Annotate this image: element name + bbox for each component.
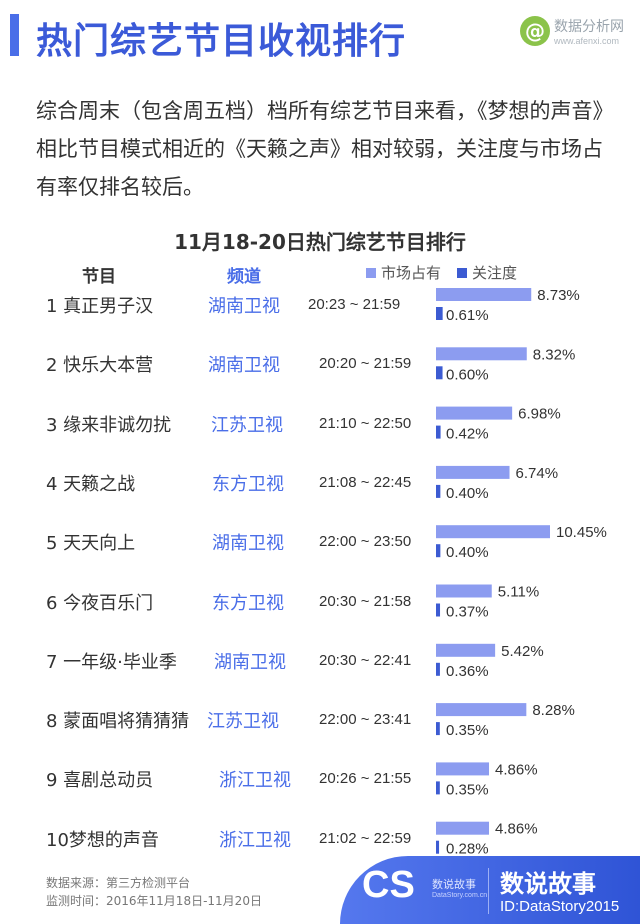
legend-swatch-share	[366, 267, 376, 278]
time-slot: 20:23 ~ 21:59	[308, 296, 401, 313]
time-slot: 21:08 ~ 22:45	[319, 473, 412, 491]
brand-small-name: 数说故事	[432, 878, 476, 891]
program-name: 4 天籁之战	[46, 473, 136, 495]
time-slot: 21:10 ~ 22:50	[319, 414, 412, 432]
table-row: 1 真正男子汉 湖南卫视 20:23 ~ 21:59	[0, 288, 640, 346]
channel-name: 浙江卫视	[219, 829, 291, 851]
table-row: 8 蒙面唱将猜猜猜 江苏卫视 22:00 ~ 23:41	[0, 703, 640, 761]
table-row: 6 今夜百乐门 东方卫视 20:30 ~ 21:58	[0, 585, 640, 643]
brand-id: ID:DataStory2015	[500, 898, 620, 915]
program-name: 10梦想的声音	[46, 829, 159, 851]
channel-name: 湖南卫视	[214, 651, 286, 673]
table-row: 9 喜剧总动员 浙江卫视 20:26 ~ 21:55	[0, 762, 640, 820]
program-name: 7 一年级·毕业季	[46, 651, 177, 673]
channel-name: 江苏卫视	[211, 414, 283, 436]
program-name: 8 蒙面唱将猜猜猜	[46, 711, 190, 733]
intro-paragraph: 综合周末（包含周五档）档所有综艺节目来看，《梦想的声音》相比节目模式相近的《天籁…	[36, 99, 614, 199]
footer-source: 数据来源：第三方检测平台	[46, 876, 191, 890]
channel-name: 江苏卫视	[207, 711, 279, 733]
legend-item-attention: 关注度	[457, 262, 517, 283]
logo-url: www.afenxi.com	[554, 36, 620, 46]
channel-name: 东方卫视	[212, 473, 284, 495]
table-row: 5 天天向上 湖南卫视 22:00 ~ 23:50	[0, 525, 640, 583]
brand-name: 数说故事	[500, 870, 596, 898]
program-name: 1 真正男子汉	[46, 296, 154, 317]
time-slot: 20:26 ~ 21:55	[319, 770, 412, 788]
channel-name: 湖南卫视	[208, 355, 280, 377]
legend-label-attention: 关注度	[472, 264, 518, 282]
page-title: 热门综艺节目收视排行	[36, 21, 407, 62]
brand-small-url: DataStory.com.cn	[432, 892, 488, 899]
table-row: 10梦想的声音 浙江卫视 21:02 ~ 22:59	[0, 822, 640, 880]
table-row: 7 一年级·毕业季 湖南卫视 20:30 ~ 22:41	[0, 644, 640, 702]
time-slot: 22:00 ~ 23:50	[319, 533, 412, 551]
time-slot: 20:30 ~ 22:41	[319, 651, 412, 669]
channel-name: 浙江卫视	[219, 770, 291, 792]
column-header-program: 节目	[82, 267, 116, 287]
logo-icon: @	[520, 16, 550, 46]
channel-name: 湖南卫视	[208, 296, 280, 317]
channel-name: 湖南卫视	[212, 533, 284, 555]
program-name: 9 喜剧总动员	[46, 770, 154, 792]
brand-banner: CS 数说故事 DataStory.com.cn 数说故事 ID:DataSto…	[340, 856, 640, 924]
column-header-channel: 频道	[227, 267, 261, 287]
program-name: 5 天天向上	[46, 533, 136, 555]
legend-swatch-attention	[457, 267, 468, 278]
brand-divider	[488, 868, 489, 914]
time-slot: 20:30 ~ 21:58	[319, 592, 412, 610]
program-name: 3 缘来非诚勿扰	[46, 414, 172, 436]
site-logo[interactable]: @ 数据分析网 www.afenxi.com	[520, 16, 624, 46]
table-row: 2 快乐大本营 湖南卫视 20:20 ~ 21:59	[0, 347, 640, 405]
footer: 数据来源：第三方检测平台 监测时间：2016年11月18日-11月20日	[46, 874, 262, 910]
time-slot: 21:02 ~ 22:59	[319, 829, 412, 847]
table-row: 3 缘来非诚勿扰 江苏卫视 21:10 ~ 22:50	[0, 407, 640, 465]
table-row: 4 天籁之战 东方卫视 21:08 ~ 22:45	[0, 466, 640, 524]
brand-logo-cs: CS	[362, 864, 415, 906]
chart-legend: 市场占有 关注度	[366, 262, 533, 283]
logo-name: 数据分析网	[554, 19, 624, 35]
time-slot: 22:00 ~ 23:41	[319, 711, 412, 729]
chart-title: 11月18-20日热门综艺节目排行	[174, 230, 466, 254]
channel-name: 东方卫视	[212, 592, 284, 614]
title-accent-bar	[10, 14, 19, 56]
program-name: 2 快乐大本营	[46, 355, 154, 377]
time-slot: 20:20 ~ 21:59	[319, 355, 412, 373]
footer-period: 监测时间：2016年11月18日-11月20日	[46, 894, 262, 908]
legend-label-share: 市场占有	[381, 264, 442, 282]
program-name: 6 今夜百乐门	[46, 592, 154, 614]
legend-item-share: 市场占有	[366, 262, 441, 283]
